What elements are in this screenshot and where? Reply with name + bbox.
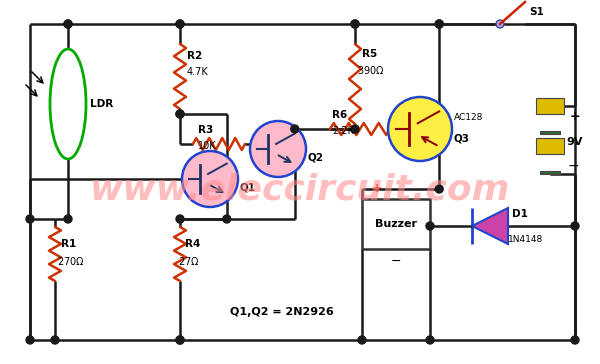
Circle shape bbox=[351, 20, 359, 28]
Circle shape bbox=[176, 20, 184, 28]
Circle shape bbox=[223, 215, 231, 223]
Circle shape bbox=[435, 20, 443, 28]
Text: 390$\Omega$: 390$\Omega$ bbox=[357, 64, 385, 76]
Bar bbox=[540, 171, 560, 174]
Text: R4: R4 bbox=[185, 239, 200, 249]
Circle shape bbox=[64, 20, 72, 28]
Text: −: − bbox=[391, 254, 401, 268]
Circle shape bbox=[64, 215, 72, 223]
Circle shape bbox=[176, 110, 184, 118]
Text: 2.2K: 2.2K bbox=[332, 126, 354, 136]
Circle shape bbox=[571, 222, 579, 230]
Text: LDR: LDR bbox=[90, 99, 113, 109]
Bar bbox=[362, 199, 430, 249]
Text: 27$\Omega$: 27$\Omega$ bbox=[178, 255, 199, 267]
Text: R6: R6 bbox=[332, 110, 347, 120]
Circle shape bbox=[291, 125, 299, 133]
Circle shape bbox=[26, 336, 34, 344]
Circle shape bbox=[176, 20, 184, 28]
Text: D1: D1 bbox=[512, 209, 528, 219]
Circle shape bbox=[64, 20, 72, 28]
Circle shape bbox=[571, 336, 579, 344]
Text: Q2: Q2 bbox=[308, 153, 324, 162]
Text: Q1,Q2 = 2N2926: Q1,Q2 = 2N2926 bbox=[230, 307, 334, 317]
Text: Q1: Q1 bbox=[240, 182, 256, 193]
Text: Buzzer: Buzzer bbox=[375, 219, 417, 229]
Ellipse shape bbox=[388, 97, 452, 161]
Ellipse shape bbox=[50, 49, 86, 159]
Circle shape bbox=[351, 20, 359, 28]
Circle shape bbox=[176, 336, 184, 344]
Text: 1N4148: 1N4148 bbox=[508, 236, 543, 245]
Text: 9V: 9V bbox=[566, 137, 583, 147]
Text: www.eleccircuit.com: www.eleccircuit.com bbox=[90, 172, 510, 206]
Circle shape bbox=[426, 336, 434, 344]
Bar bbox=[536, 98, 564, 114]
Polygon shape bbox=[472, 208, 508, 244]
Circle shape bbox=[176, 110, 184, 118]
Text: 270$\Omega$: 270$\Omega$ bbox=[57, 255, 85, 267]
Text: −: − bbox=[568, 159, 580, 173]
Circle shape bbox=[176, 215, 184, 223]
Ellipse shape bbox=[250, 121, 306, 177]
Text: 10K: 10K bbox=[198, 141, 217, 151]
Text: R2: R2 bbox=[187, 51, 202, 61]
Text: S1: S1 bbox=[529, 7, 544, 17]
Circle shape bbox=[351, 125, 359, 133]
Text: +: + bbox=[372, 182, 383, 195]
Text: AC128: AC128 bbox=[454, 113, 484, 122]
Circle shape bbox=[51, 336, 59, 344]
Ellipse shape bbox=[182, 151, 238, 207]
Text: R5: R5 bbox=[362, 49, 377, 59]
Bar bbox=[540, 131, 560, 134]
Text: +: + bbox=[570, 110, 581, 123]
Text: Q3: Q3 bbox=[454, 134, 470, 144]
Circle shape bbox=[26, 215, 34, 223]
Circle shape bbox=[435, 20, 443, 28]
Circle shape bbox=[496, 20, 504, 28]
Text: R3: R3 bbox=[198, 125, 213, 135]
Text: R1: R1 bbox=[61, 239, 76, 249]
Circle shape bbox=[435, 185, 443, 193]
Circle shape bbox=[176, 336, 184, 344]
Circle shape bbox=[426, 222, 434, 230]
Circle shape bbox=[358, 336, 366, 344]
Bar bbox=[536, 138, 564, 154]
Text: 4.7K: 4.7K bbox=[187, 67, 209, 77]
